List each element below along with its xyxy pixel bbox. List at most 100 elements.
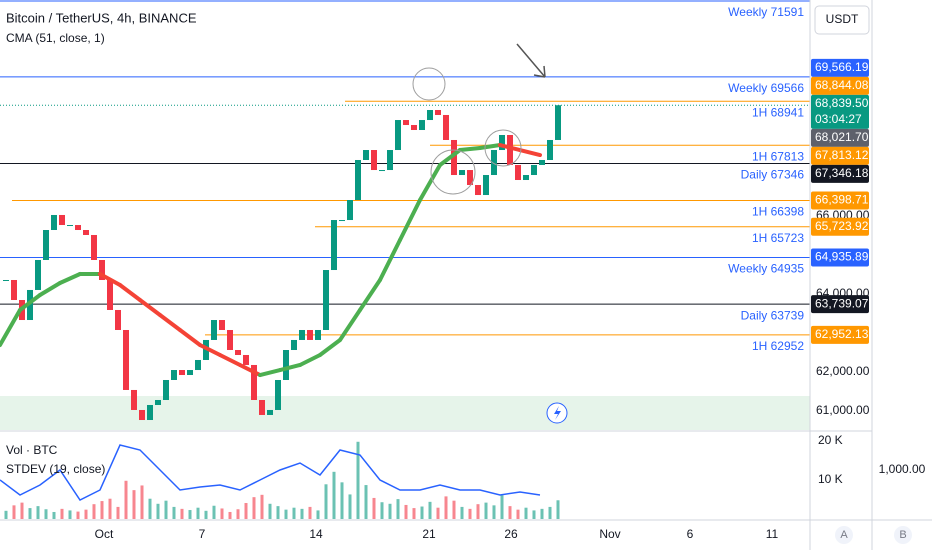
cma-segment (178, 327, 202, 348)
candle (259, 400, 265, 415)
volume-bar (500, 495, 504, 519)
candle (443, 114, 449, 140)
volume-bar (44, 509, 48, 519)
price-tag-label: 66,398.71 (815, 193, 869, 207)
time-label: 11 (766, 527, 779, 541)
volume-bar (52, 511, 56, 519)
cma-segment (58, 271, 82, 286)
cma-segment (398, 198, 422, 242)
volume-bar (324, 484, 328, 519)
volume-bar (20, 502, 24, 519)
volume-bar (12, 505, 16, 519)
time-label: 26 (504, 527, 518, 541)
level-label: Daily 63739 (741, 308, 805, 322)
cma-segment (498, 143, 522, 153)
cma-segment (98, 271, 122, 287)
candle (515, 164, 521, 181)
candle (195, 359, 201, 371)
scale-button-label: B (899, 529, 906, 541)
candle (467, 170, 473, 185)
price-tag-label: 69,566.19 (815, 60, 869, 74)
level-label: 1H 66398 (752, 205, 804, 219)
indicator-title: CMA (51, close, 1) (6, 31, 105, 45)
candle (523, 175, 529, 181)
volume-bar (348, 494, 352, 519)
candle (355, 159, 361, 201)
scale-button[interactable] (894, 526, 912, 544)
candle (475, 184, 481, 196)
price-tag (811, 217, 869, 236)
price-tag-label: 68,844.08 (815, 78, 869, 92)
time-label: Nov (599, 527, 620, 541)
volume-bar (468, 508, 472, 519)
candle (35, 259, 41, 290)
candle (323, 270, 329, 330)
candle (483, 175, 489, 196)
volume-bar (292, 507, 296, 519)
candle (179, 370, 185, 376)
volume-bar (188, 510, 192, 519)
candle (427, 109, 433, 121)
candle (107, 279, 113, 310)
time-label: 7 (199, 527, 206, 541)
volume-tick-label: 20 K (818, 433, 843, 447)
candle (219, 320, 225, 330)
level-label: 1H 68941 (752, 105, 804, 119)
volume-bar (124, 480, 128, 519)
volume-bar (76, 511, 80, 519)
volume-bar (372, 497, 376, 519)
volume-bar (492, 505, 496, 519)
volume-bar (380, 502, 384, 519)
candle (43, 230, 49, 260)
price-tag-label: 62,952.13 (815, 327, 869, 341)
candle (51, 214, 57, 231)
candle (403, 120, 409, 126)
candle (459, 170, 465, 176)
level-label: Weekly 69566 (728, 81, 804, 95)
price-tag-timer: 03:04:27 (815, 112, 862, 126)
volume-bar (340, 482, 344, 519)
volume-bar (428, 501, 432, 519)
time-label: Oct (95, 527, 114, 541)
volume-bar (444, 496, 448, 519)
volume-bar (116, 506, 120, 519)
cma-segment (378, 237, 402, 282)
volume-bar (220, 508, 224, 519)
cma-segment (218, 352, 242, 367)
candle (115, 309, 121, 330)
cma-segment (458, 145, 482, 153)
demand-zone (0, 396, 810, 430)
price-tag (811, 325, 869, 344)
candle (267, 409, 273, 415)
cma-segment (198, 343, 222, 357)
price-tag-label: 65,723.92 (815, 219, 869, 233)
candle (155, 400, 161, 405)
price-tag-label: 63,739.07 (815, 296, 869, 310)
candle (379, 170, 385, 172)
cma-segment (518, 148, 542, 158)
level-label: 1H 67813 (752, 149, 804, 163)
volume-bar (36, 506, 40, 519)
volume-bar (92, 504, 96, 519)
candle (163, 379, 169, 401)
price-tag-label: 68,021.70 (815, 130, 869, 144)
candle (499, 134, 505, 151)
annotation-circle (430, 149, 476, 195)
volume-bar (236, 509, 240, 519)
candle (347, 200, 353, 221)
volume-bar (508, 506, 512, 519)
cma-segment (18, 293, 42, 312)
volume-bar (484, 502, 488, 519)
volume-bar (180, 508, 184, 519)
candle (387, 150, 393, 171)
cma-segment (278, 362, 302, 373)
volume-bar (108, 498, 112, 519)
level-label: 1H 62952 (752, 339, 804, 353)
price-tag (811, 94, 869, 129)
candle (435, 109, 441, 115)
candle (171, 370, 177, 380)
scale-button[interactable] (835, 526, 853, 544)
volume-bar (212, 505, 216, 519)
currency-button[interactable] (814, 5, 870, 35)
volume-bar (516, 509, 520, 519)
